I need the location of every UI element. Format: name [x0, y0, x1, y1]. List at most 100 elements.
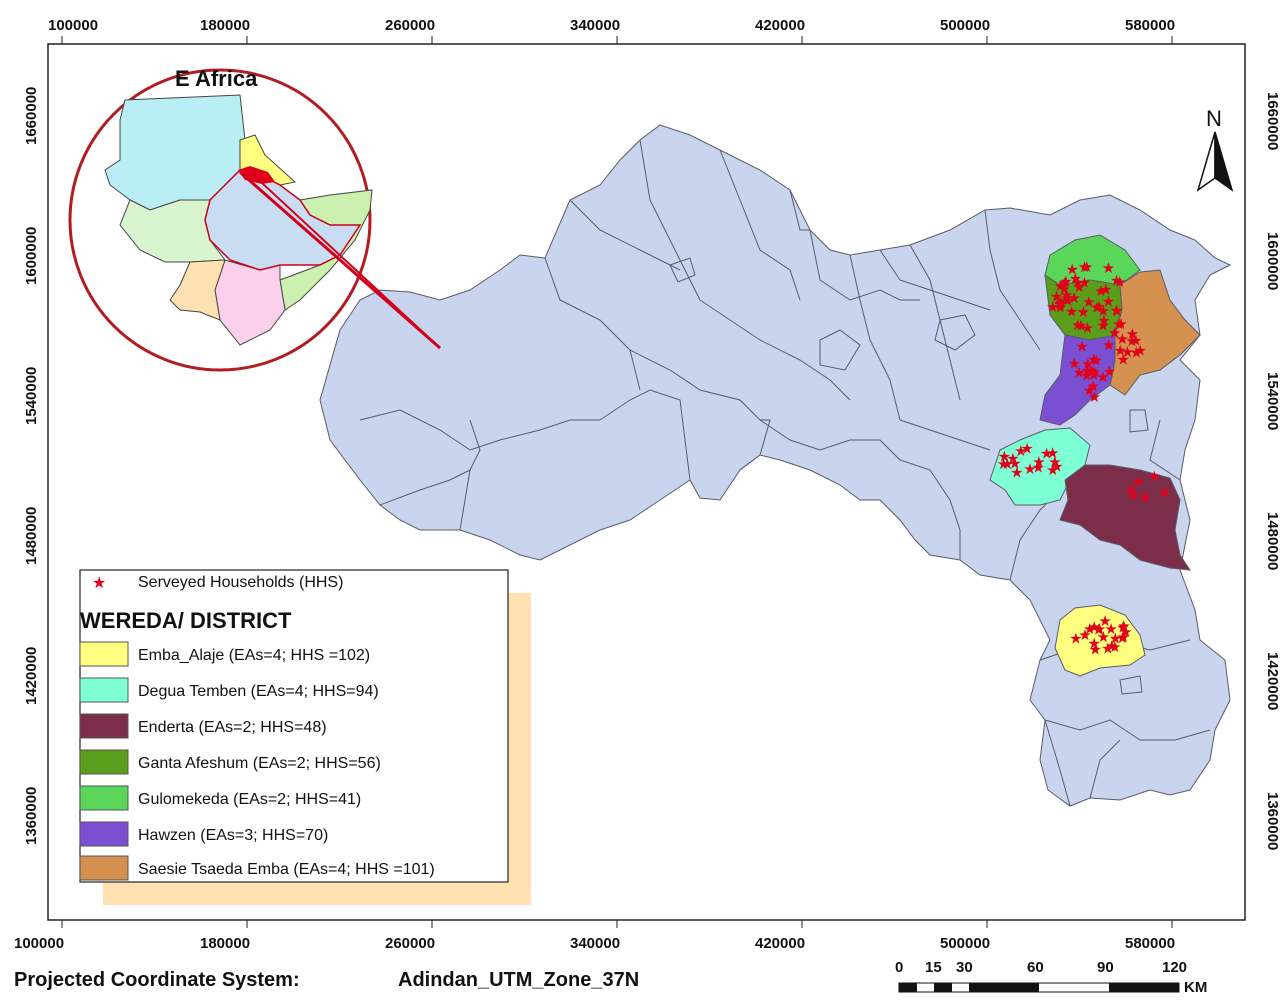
legend-swatch-gulomekeda: [79, 785, 129, 811]
household-star-icon: ★: [1102, 259, 1115, 277]
household-star-icon: ★: [1065, 303, 1078, 321]
household-star-icon: ★: [1089, 352, 1102, 370]
household-star-icon: ★: [1048, 453, 1061, 471]
uganda-shape: [169, 259, 226, 321]
y-tick-label: 1600000: [1264, 232, 1280, 290]
household-star-icon: ★: [1046, 461, 1059, 479]
south-sudan-shape: [119, 199, 226, 263]
household-star-icon: ★: [1092, 621, 1105, 639]
x-tick-label: 260000: [385, 17, 435, 34]
household-star-icon: ★: [1090, 299, 1103, 317]
household-star-icon: ★: [1020, 439, 1033, 457]
household-star-icon: ★: [1096, 368, 1109, 386]
household-star-icon: ★: [1087, 366, 1100, 384]
household-star-icon: ★: [1108, 324, 1121, 342]
y-tick-label: 1660000: [1264, 92, 1280, 150]
household-star-icon: ★: [1080, 367, 1093, 385]
household-star-icon: ★: [1126, 486, 1139, 504]
household-star-icon: ★: [1082, 293, 1095, 311]
x-axis-top: 100000 180000 260000 340000 420000 50000…: [48, 17, 1175, 44]
x-tick-label: 500000: [940, 17, 990, 34]
legend: ★ Serveyed Households (HHS) WEREDA/ DIST…: [79, 569, 531, 905]
scale-unit: KM: [1184, 979, 1207, 996]
household-star-icon: ★: [1114, 315, 1127, 333]
legend-swatch-saesie-tsaeda-emba: [79, 855, 129, 881]
y-tick-label: 1480000: [1264, 512, 1280, 570]
household-star-icon: ★: [1102, 293, 1115, 311]
legend-box: [79, 569, 509, 883]
inset-map: E Africa: [68, 66, 373, 372]
household-star-icon: ★: [1158, 484, 1171, 502]
household-star-icon: ★: [1078, 626, 1091, 644]
y-tick-label: 1420000: [23, 647, 40, 705]
x-tick-label: 580000: [1125, 17, 1175, 34]
x-tick-label: 340000: [570, 17, 620, 34]
household-star-icon: ★: [1093, 620, 1106, 638]
household-star-icon: ★: [1054, 299, 1067, 317]
household-star-icon: ★: [1069, 270, 1082, 288]
household-star-icon: ★: [1105, 637, 1118, 655]
household-star-icon: ★: [1092, 298, 1105, 316]
household-star-icon: ★: [1097, 628, 1110, 646]
scale-label: 120: [1162, 959, 1187, 976]
household-star-icon: ★: [1112, 315, 1125, 333]
household-star-icon: ★: [1014, 442, 1027, 460]
household-star-icon: ★: [1071, 274, 1084, 292]
inset-title: E Africa: [175, 66, 258, 91]
household-star-icon: ★: [1116, 629, 1129, 647]
household-star-icon: ★: [1072, 278, 1085, 296]
y-tick-label: 1660000: [23, 87, 40, 145]
scale-label: 0: [895, 959, 903, 976]
legend-label-gulomekeda: Gulomekeda (EAs=2; HHS=41): [138, 791, 361, 808]
household-star-icon: ★: [1087, 377, 1100, 395]
crs-label: Projected Coordinate System:: [14, 969, 300, 991]
household-star-icon: ★: [1101, 640, 1114, 658]
household-star-icon: ★: [1116, 330, 1129, 348]
star-legend-label: Serveyed Households (HHS): [138, 574, 343, 591]
household-star-icon: ★: [1131, 472, 1144, 490]
legend-swatch-ganta-afeshum: [79, 749, 129, 775]
x-tick-label: 260000: [385, 935, 435, 952]
household-star-icon: ★: [1083, 382, 1096, 400]
household-star-icon: ★: [1087, 350, 1100, 368]
household-star-icon: ★: [1102, 336, 1115, 354]
scale-label: 60: [1027, 959, 1044, 976]
x-tick-label: 180000: [200, 17, 250, 34]
hawzen-district: [1039, 334, 1116, 426]
legend-swatch-hawzen: [79, 821, 129, 847]
y-tick-label: 1360000: [1264, 792, 1280, 850]
household-star-icon: ★: [1081, 319, 1094, 337]
household-star-icon: ★: [1050, 458, 1063, 476]
scale-label: 15: [925, 959, 942, 976]
household-star-icon: ★: [1023, 460, 1036, 478]
household-star-icon: ★: [1129, 332, 1142, 350]
y-tick-label: 1420000: [1264, 652, 1280, 710]
household-star-icon: ★: [1108, 324, 1121, 342]
x-tick-label: 420000: [755, 935, 805, 952]
scale-bar: 0 15 30 60 90 120 KM: [895, 959, 1207, 996]
household-star-icon: ★: [1109, 629, 1122, 647]
household-star-icon: ★: [1125, 332, 1138, 350]
household-star-icon: ★: [1113, 342, 1126, 360]
household-star-icon: ★: [1116, 619, 1129, 637]
household-star-icon: ★: [1077, 303, 1090, 321]
star-legend-icon: ★: [92, 573, 106, 592]
x-tick-label: 180000: [200, 935, 250, 952]
household-star-icon: ★: [1083, 620, 1096, 638]
household-star-icon: ★: [1130, 344, 1143, 362]
household-star-icon: ★: [1098, 612, 1111, 630]
household-star-icon: ★: [1067, 289, 1080, 307]
household-star-icon: ★: [1069, 629, 1082, 647]
household-star-icon: ★: [1050, 288, 1063, 306]
household-star-icon: ★: [1110, 302, 1123, 320]
household-star-icon: ★: [1086, 362, 1099, 380]
crs-value: Adindan_UTM_Zone_37N: [398, 969, 639, 991]
household-star-icon: ★: [1088, 363, 1101, 381]
north-label: N: [1206, 106, 1222, 131]
household-star-icon: ★: [1054, 277, 1067, 295]
household-star-icon: ★: [1078, 258, 1091, 276]
x-tick-label: 580000: [1125, 935, 1175, 952]
household-star-icon: ★: [1053, 295, 1066, 313]
inset-pointer: [239, 169, 441, 350]
household-star-icon: ★: [1065, 261, 1078, 279]
